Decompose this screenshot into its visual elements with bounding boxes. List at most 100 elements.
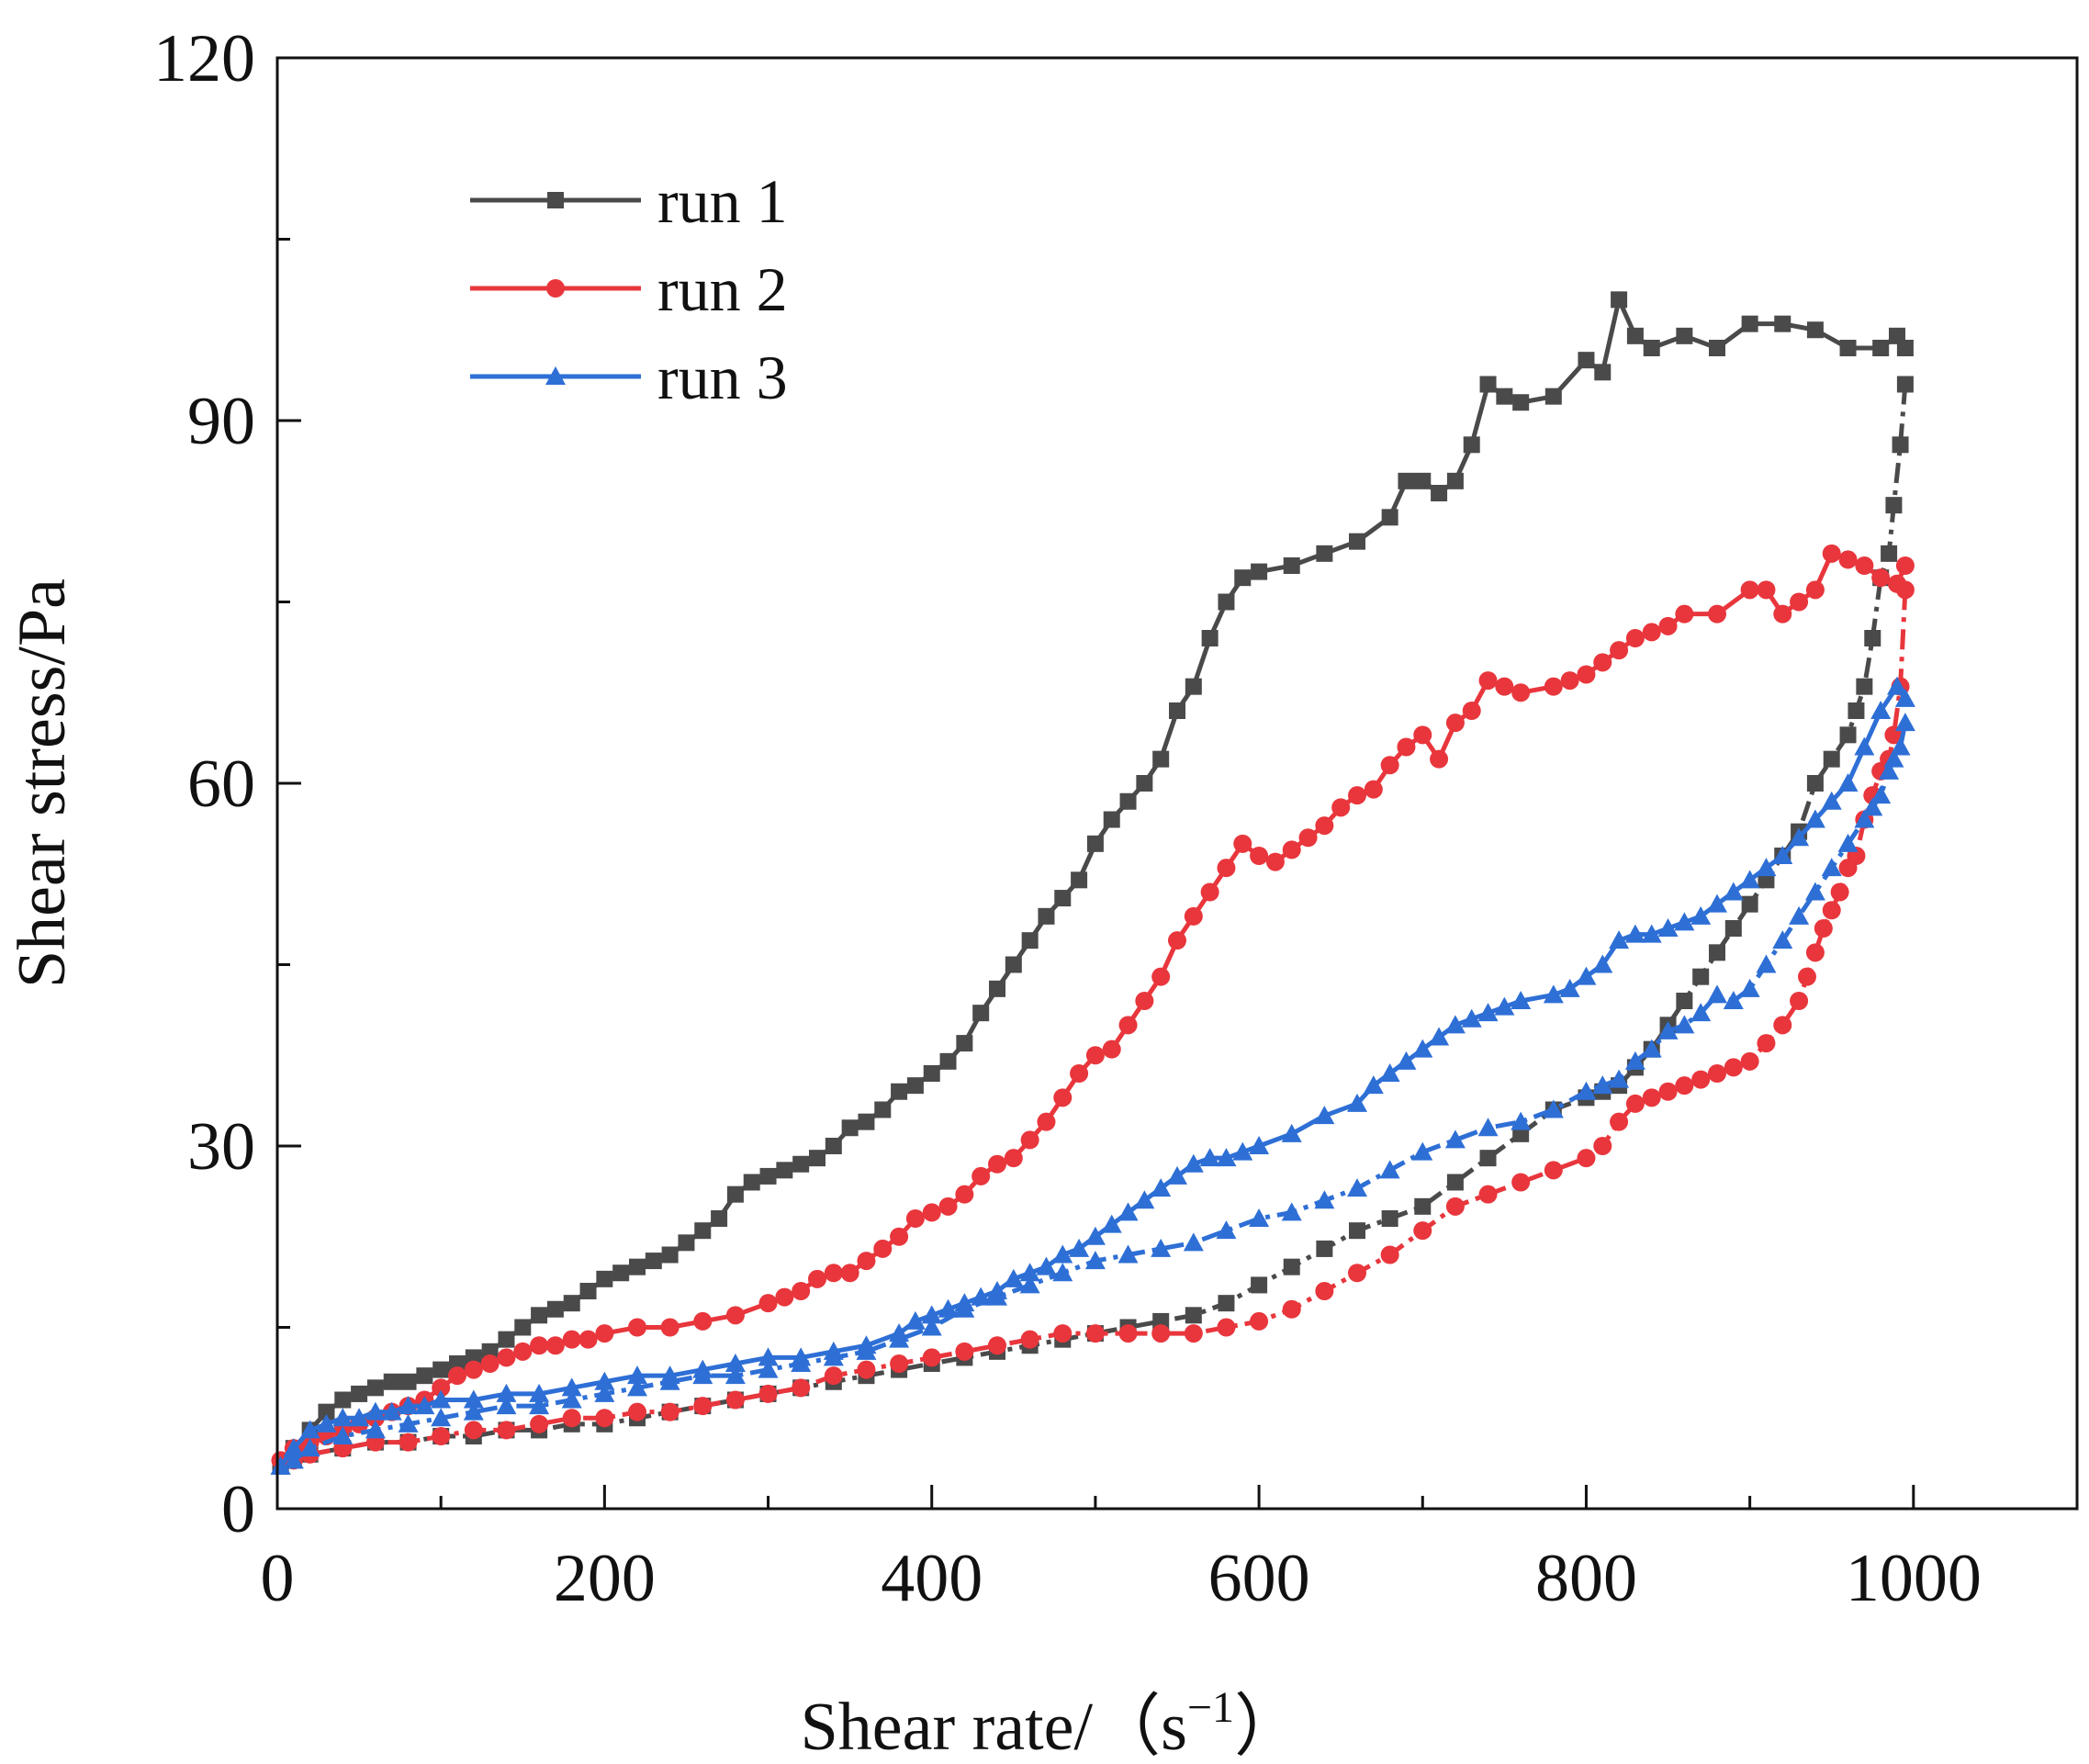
- data-point: [1349, 1222, 1365, 1240]
- data-point: [1896, 340, 1914, 356]
- data-point: [824, 1366, 843, 1386]
- x-axis-title: Shear rate/（s−1）: [801, 1683, 1302, 1764]
- data-point: [971, 1286, 992, 1306]
- legend-item-run-1: run 1: [470, 166, 788, 236]
- data-point: [1577, 1149, 1596, 1168]
- data-point: [1511, 683, 1531, 702]
- data-point: [1216, 1148, 1237, 1167]
- data-point: [1314, 1190, 1335, 1209]
- data-point: [873, 1239, 893, 1258]
- y-tick-label: 90: [187, 384, 255, 459]
- data-point: [857, 1252, 876, 1271]
- data-point: [1185, 678, 1202, 695]
- data-point: [1790, 992, 1809, 1010]
- data-point: [972, 1005, 990, 1022]
- data-point: [775, 1287, 794, 1307]
- data-point: [1657, 918, 1679, 937]
- data-point: [906, 1077, 924, 1095]
- data-point: [1675, 604, 1694, 624]
- data-point: [1020, 1130, 1039, 1150]
- data-point: [332, 1426, 354, 1444]
- data-point: [1019, 1263, 1040, 1282]
- data-point: [1559, 978, 1580, 997]
- data-point: [1234, 569, 1252, 587]
- legend-label: run 2: [657, 254, 788, 324]
- data-point: [1084, 1226, 1106, 1245]
- data-point: [628, 1318, 646, 1337]
- data-point: [1412, 1141, 1433, 1161]
- data-point: [743, 1174, 760, 1191]
- data-point: [1053, 1088, 1073, 1107]
- data-point: [414, 1396, 435, 1415]
- series-layer: [270, 291, 1915, 1475]
- data-point: [792, 1282, 811, 1300]
- data-point: [513, 1342, 533, 1361]
- legend-label: run 1: [657, 166, 788, 236]
- data-point: [1431, 485, 1448, 501]
- data-point: [432, 1361, 450, 1378]
- data-point: [1855, 556, 1874, 575]
- data-point: [1477, 1118, 1499, 1137]
- data-point: [1709, 944, 1725, 961]
- data-point: [1086, 835, 1104, 852]
- legend: run 1 run 2 run 3: [470, 166, 788, 412]
- data-point: [1560, 671, 1579, 691]
- data-point: [1674, 1015, 1695, 1034]
- data-point: [1512, 394, 1530, 411]
- x-tick-label: 400: [881, 1541, 983, 1616]
- data-point: [1676, 993, 1693, 1009]
- data-point: [1773, 1016, 1792, 1035]
- data-point: [1895, 580, 1915, 600]
- data-point: [724, 1354, 746, 1372]
- data-point: [1478, 671, 1498, 691]
- data-point: [1085, 1324, 1105, 1343]
- data-point: [463, 1389, 484, 1409]
- data-point: [824, 1264, 843, 1283]
- data-point: [792, 1378, 811, 1398]
- data-point: [874, 1101, 892, 1118]
- data-point: [1348, 1264, 1366, 1283]
- data-point: [1398, 472, 1415, 489]
- data-point: [1641, 1039, 1662, 1058]
- data-point: [1806, 775, 1824, 792]
- data-point: [1101, 1214, 1122, 1233]
- data-point: [1892, 436, 1909, 454]
- data-point: [1085, 1046, 1105, 1065]
- data-point: [562, 1330, 581, 1349]
- data-point: [1413, 725, 1432, 745]
- data-point: [1894, 713, 1915, 732]
- data-point: [1707, 984, 1727, 1004]
- x-axis-title-close: ）: [1234, 1690, 1302, 1764]
- data-point: [1070, 1064, 1089, 1083]
- data-point: [1151, 1178, 1172, 1197]
- data-point: [1430, 749, 1449, 769]
- data-point: [758, 1294, 778, 1313]
- data-point: [1856, 678, 1873, 695]
- data-point: [1593, 1137, 1612, 1155]
- data-point: [889, 1329, 910, 1348]
- data-point: [1316, 545, 1333, 562]
- data-point: [1477, 1003, 1499, 1022]
- data-point: [464, 1421, 483, 1440]
- data-point: [530, 1414, 549, 1433]
- data-point: [546, 1300, 564, 1318]
- data-point: [334, 1391, 352, 1409]
- data-point: [971, 1166, 991, 1185]
- data-point: [1315, 816, 1334, 836]
- data-point: [1315, 1282, 1334, 1300]
- data-point: [1184, 906, 1203, 926]
- data-point: [1626, 327, 1644, 344]
- x-axis-title-main: Shear rate/（s: [801, 1690, 1187, 1764]
- data-point: [594, 1383, 615, 1402]
- data-point: [1821, 858, 1842, 877]
- data-point: [1642, 1088, 1661, 1107]
- data-point: [1201, 630, 1219, 646]
- data-point: [725, 1390, 745, 1410]
- x-axis-title-superscript: −1: [1187, 1683, 1234, 1732]
- data-point: [1578, 352, 1595, 369]
- data-point: [938, 1197, 958, 1216]
- data-point: [1168, 931, 1186, 950]
- data-point: [1282, 840, 1301, 860]
- data-point: [529, 1383, 550, 1402]
- data-point: [1862, 797, 1883, 816]
